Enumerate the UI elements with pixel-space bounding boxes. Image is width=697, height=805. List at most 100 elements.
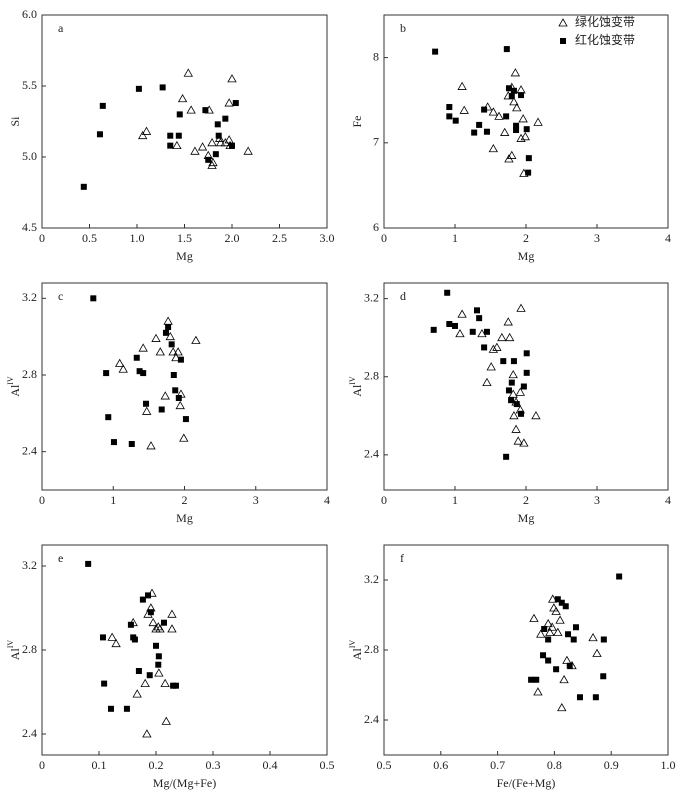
square-marker [172, 682, 179, 689]
y-tick-label: 3.2 [22, 558, 37, 572]
y-tick-label: 2.4 [364, 712, 379, 726]
triangle-marker [509, 97, 519, 106]
y-tick-label: 2.4 [22, 443, 37, 457]
triangle-marker [486, 362, 496, 371]
square-marker [525, 155, 532, 162]
square-marker [143, 400, 150, 407]
triangle-marker [557, 702, 567, 712]
triangle-marker [555, 615, 565, 624]
triangle-marker [494, 111, 504, 120]
x-tick-label: 4 [665, 493, 671, 507]
square-marker [476, 315, 483, 322]
triangle-marker [224, 98, 234, 107]
square-marker [592, 694, 599, 701]
y-tick-label: 3.2 [364, 290, 379, 304]
triangle-marker [459, 105, 469, 114]
square-marker [105, 414, 112, 421]
x-tick-label: 0 [39, 231, 45, 245]
y-tick-label: 8 [373, 49, 379, 63]
square-marker [176, 111, 183, 118]
square-marker [481, 106, 488, 113]
triangle-marker [153, 622, 163, 631]
triangle-marker [548, 594, 558, 603]
triangle-marker [173, 347, 183, 356]
legend-label: 绿化蚀变带 [575, 14, 635, 29]
square-marker [110, 439, 117, 446]
triangle-marker [160, 678, 170, 687]
x-tick-label: 0 [381, 493, 387, 507]
square-marker [540, 652, 547, 659]
square-marker [513, 127, 520, 134]
triangle-marker [167, 609, 177, 618]
square-marker [528, 676, 535, 683]
y-axis-label: AlIV [348, 376, 364, 397]
triangle-marker [516, 133, 526, 142]
y-axis-label: AlIV [6, 376, 22, 397]
panel-label: c [58, 289, 63, 303]
triangle-marker [114, 358, 125, 367]
triangle-marker [515, 387, 526, 396]
triangle-marker [592, 648, 602, 657]
triangle-marker [154, 668, 164, 677]
square-marker [452, 117, 459, 124]
x-tick-label: 4 [324, 493, 330, 507]
square-marker [541, 626, 548, 632]
triangle-marker [588, 632, 598, 642]
square-marker [483, 328, 490, 335]
triangle-marker [508, 369, 518, 379]
x-axis-label: Mg [518, 249, 535, 263]
y-axis-label-main: Al [350, 384, 364, 397]
square-marker [513, 122, 520, 129]
triangle-marker [457, 309, 467, 318]
triangle-marker [179, 433, 189, 442]
square-marker [182, 416, 189, 423]
triangle-marker [492, 342, 502, 351]
triangle-marker [138, 130, 148, 140]
square-marker [107, 705, 114, 712]
x-tick-label: 2 [182, 493, 188, 507]
square-marker [160, 619, 167, 626]
square-marker [215, 132, 222, 139]
square-marker [446, 113, 453, 120]
x-tick-label: 2 [523, 493, 529, 507]
panel-label: d [400, 289, 406, 303]
square-marker [168, 341, 175, 348]
x-tick-label: 0.6 [433, 758, 448, 772]
square-marker [232, 100, 239, 107]
x-axis-label: Mg/(Mg+Fe) [153, 776, 216, 790]
x-tick-label: 1.0 [130, 231, 145, 245]
square-marker [523, 369, 530, 376]
square-marker [165, 324, 172, 331]
x-tick-label: 1.0 [661, 758, 676, 772]
square-marker [525, 169, 532, 176]
square-marker [170, 372, 177, 378]
square-marker [483, 128, 490, 135]
y-tick-label: 2.8 [364, 642, 379, 656]
y-tick-label: 5.5 [22, 78, 37, 92]
triangle-marker [504, 332, 515, 342]
square-marker [135, 85, 142, 92]
triangle-marker [503, 317, 513, 326]
square-marker [133, 354, 140, 361]
plot-frame [41, 544, 328, 756]
triangle-marker [140, 678, 150, 687]
triangle-marker [518, 114, 528, 123]
square-marker [90, 295, 97, 302]
panel-label: b [400, 21, 406, 35]
square-marker [565, 631, 572, 638]
x-tick-label: 0.5 [377, 758, 392, 772]
square-marker [135, 668, 142, 674]
square-marker [202, 107, 209, 114]
square-marker [600, 636, 607, 643]
square-marker [99, 102, 106, 109]
triangle-marker [167, 624, 177, 633]
x-tick-label: 0 [39, 758, 45, 772]
y-tick-label: 2.4 [364, 447, 379, 461]
x-tick-label: 2.5 [272, 231, 287, 245]
triangle-marker [168, 347, 178, 356]
triangle-marker [511, 424, 521, 433]
y-tick-label: 2.8 [22, 642, 37, 656]
square-marker [212, 151, 219, 158]
y-axis-label-main: Si [8, 116, 22, 127]
square-marker [562, 603, 569, 610]
